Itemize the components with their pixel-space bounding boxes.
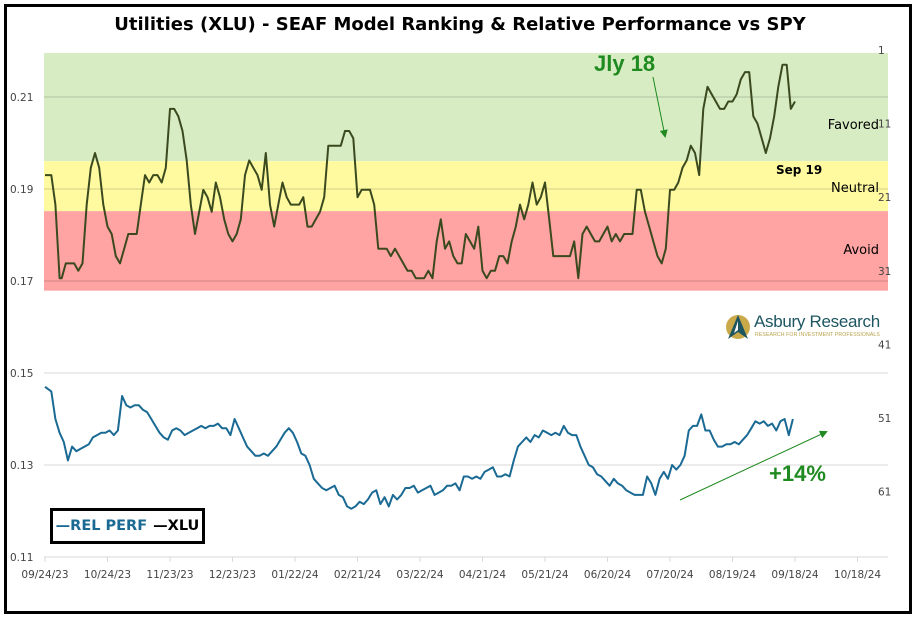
left-axis-tick-label: 0.11: [10, 552, 33, 564]
x-tick-label: 04/21/24: [459, 569, 506, 581]
logo-name: Asbury Research: [754, 312, 880, 331]
zone-label-neutral: Neutral: [831, 181, 879, 196]
x-tick-label: 09/18/24: [771, 569, 818, 581]
left-axis-tick-label: 0.17: [10, 276, 33, 288]
x-tick-label: 03/22/24: [396, 569, 443, 581]
chart-title: Utilities (XLU) - SEAF Model Ranking & R…: [114, 14, 806, 35]
x-tick-label: 11/23/23: [146, 569, 193, 581]
asbury-research-logo: Asbury Research RESEARCH FOR INVESTMENT …: [724, 312, 884, 342]
zone-favored-band: [44, 52, 888, 162]
right-axis-tick-label: 11: [878, 119, 891, 131]
right-axis-tick-label: 21: [878, 192, 891, 204]
x-tick-label: 01/22/24: [271, 569, 318, 581]
legend-entry-rel-perf: —REL PERF: [55, 518, 148, 534]
right-axis-tick-label: 41: [878, 339, 891, 351]
x-tick-label: 08/19/24: [709, 569, 756, 581]
annotation-plus-14: +14%: [769, 461, 826, 486]
logo-mark-icon: [726, 315, 750, 339]
right-axis-tick-label: 61: [878, 487, 891, 499]
annotation-jly-18-arrow: [652, 76, 668, 138]
xlu-rank-line: [45, 63, 796, 280]
zone-neutral-band: [44, 161, 888, 212]
annotation-jly-18: Jly 18: [594, 51, 655, 76]
right-axis-tick-label: 51: [878, 413, 891, 425]
zone-label-avoid: Avoid: [843, 243, 879, 258]
x-tick-label: 12/23/23: [209, 569, 256, 581]
left-axis-tick-label: 0.19: [10, 184, 33, 196]
x-tick-label: 06/20/24: [584, 569, 631, 581]
rel-perf-line: [44, 385, 794, 510]
right-axis-tick-label: 1: [878, 45, 885, 57]
right-axis-tick-label: 31: [878, 266, 891, 278]
x-tick-label: 05/21/24: [521, 569, 568, 581]
x-tick-label: 07/20/24: [646, 569, 693, 581]
legend-entry-xlu: —XLU: [153, 518, 200, 534]
x-tick-label: 10/18/24: [834, 569, 881, 581]
x-tick-label: 10/24/23: [84, 569, 131, 581]
zone-label-favored: Favored: [828, 118, 879, 133]
x-tick-label: 02/21/24: [334, 569, 381, 581]
annotation-plus-14-arrow: [679, 430, 828, 501]
left-axis-tick-label: 0.13: [10, 460, 33, 472]
legend: —REL PERF —XLU: [50, 508, 205, 544]
x-tick-label: 09/24/23: [21, 569, 68, 581]
left-axis-tick-label: 0.15: [10, 368, 33, 380]
logo-tagline: RESEARCH FOR INVESTMENT PROFESSIONALS: [755, 332, 880, 338]
left-axis-tick-label: 0.21: [10, 92, 33, 104]
annotation-sep-19: Sep 19: [776, 163, 822, 177]
zone-avoid-band: [44, 211, 888, 291]
